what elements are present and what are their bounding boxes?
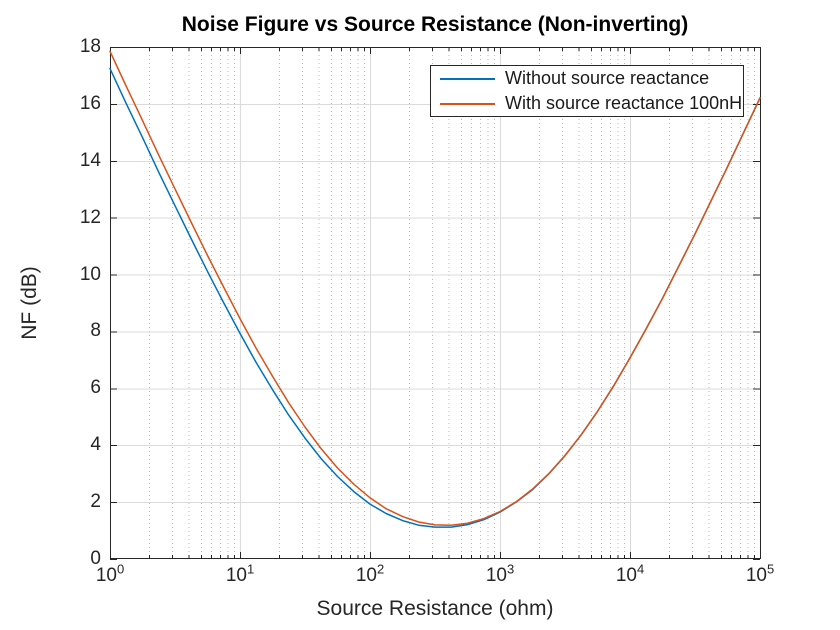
y-tick-label: 2 bbox=[90, 491, 101, 513]
legend-label: Without source reactance bbox=[505, 68, 710, 88]
legend-line-swatch-blue bbox=[440, 77, 495, 80]
y-tick-label: 6 bbox=[90, 377, 101, 399]
legend: Without source reactance With source rea… bbox=[430, 65, 744, 117]
legend-item-without-reactance: Without source reactance bbox=[431, 66, 743, 91]
x-axis-label: Source Resistance (ohm) bbox=[316, 597, 554, 620]
x-tick-label: 101 bbox=[225, 561, 255, 586]
x-tick-label: 104 bbox=[615, 561, 645, 586]
series-line bbox=[109, 50, 761, 526]
x-tick-label: 103 bbox=[485, 561, 515, 586]
legend-line-swatch-orange bbox=[440, 102, 495, 105]
y-tick-label: 10 bbox=[79, 263, 101, 285]
y-tick-label: 16 bbox=[79, 92, 101, 114]
legend-item-with-reactance: With source reactance 100nH bbox=[431, 91, 743, 116]
y-tick-label: 4 bbox=[90, 434, 101, 456]
x-tick-label: 105 bbox=[745, 561, 775, 586]
x-tick-label: 100 bbox=[95, 561, 125, 586]
y-tick-label: 12 bbox=[79, 206, 101, 228]
y-tick-label: 0 bbox=[90, 548, 101, 569]
y-tick-label: 18 bbox=[79, 36, 101, 57]
chart-title: Noise Figure vs Source Resistance (Non-i… bbox=[181, 13, 689, 36]
y-tick-label: 8 bbox=[90, 320, 101, 342]
x-tick-label: 102 bbox=[355, 561, 385, 586]
legend-label: With source reactance 100nH bbox=[505, 93, 743, 113]
y-tick-label: 14 bbox=[79, 149, 101, 171]
